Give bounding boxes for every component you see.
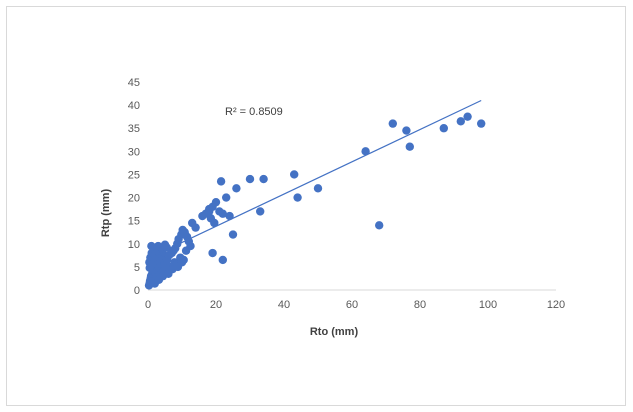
data-point: [222, 193, 231, 202]
data-point: [402, 126, 411, 135]
x-axis-ticks: 0 20 40 60 80 100 120: [145, 299, 565, 311]
data-point: [232, 184, 241, 193]
trendline: [147, 99, 482, 260]
y-tick-label: 10: [128, 239, 140, 251]
data-point: [439, 124, 448, 133]
data-point: [205, 204, 214, 214]
data-point: [228, 230, 238, 239]
data-point: [290, 170, 299, 179]
data-point: [477, 119, 486, 128]
y-tick-label: 25: [128, 169, 140, 181]
data-point: [216, 177, 226, 186]
x-tick-label: 40: [278, 299, 290, 311]
r-squared-label: R² = 0.8509: [225, 106, 283, 118]
x-tick-label: 100: [479, 299, 497, 311]
y-axis-ticks: 0 5 10 15 20 25 30 35 40 45: [128, 77, 140, 297]
data-points: [144, 112, 486, 290]
data-point: [456, 117, 465, 126]
y-axis-title: Rtp (mm): [100, 189, 112, 238]
chart-area: 0 5 10 15 20 25 30 35 40 45 0 20 40 60 80 100 120 R² = …: [6, 6, 626, 406]
data-point: [210, 218, 219, 228]
y-tick-label: 20: [128, 193, 140, 205]
data-point: [259, 174, 268, 184]
x-tick-label: 20: [210, 299, 222, 311]
x-tick-label: 0: [145, 299, 151, 311]
data-point: [177, 258, 187, 267]
data-point: [293, 193, 302, 202]
y-tick-label: 5: [134, 262, 140, 274]
y-tick-label: 35: [128, 123, 140, 135]
data-point: [313, 184, 323, 193]
y-tick-label: 40: [128, 100, 140, 112]
data-point: [256, 207, 265, 216]
data-point: [208, 248, 217, 258]
data-point: [191, 223, 200, 232]
data-point: [218, 209, 227, 218]
data-point: [225, 211, 234, 221]
data-point: [388, 119, 397, 128]
data-point: [218, 255, 227, 265]
data-point: [211, 197, 221, 207]
y-tick-label: 15: [128, 216, 140, 228]
y-tick-label: 30: [128, 146, 140, 158]
data-point: [463, 112, 472, 121]
data-point: [405, 142, 414, 151]
data-point: [361, 147, 370, 156]
x-tick-label: 60: [346, 299, 358, 311]
data-point: [245, 174, 255, 184]
x-axis-title: Rto (mm): [310, 326, 359, 338]
data-point: [375, 221, 384, 230]
data-point: [162, 243, 171, 252]
y-tick-label: 0: [134, 285, 140, 297]
data-point: [186, 241, 195, 251]
scatter-chart: 0 5 10 15 20 25 30 35 40 45 0 20 40 60 80 100 120 R² = …: [100, 77, 565, 338]
x-tick-label: 80: [414, 299, 426, 311]
x-tick-label: 120: [547, 299, 565, 311]
y-tick-label: 45: [128, 77, 140, 89]
